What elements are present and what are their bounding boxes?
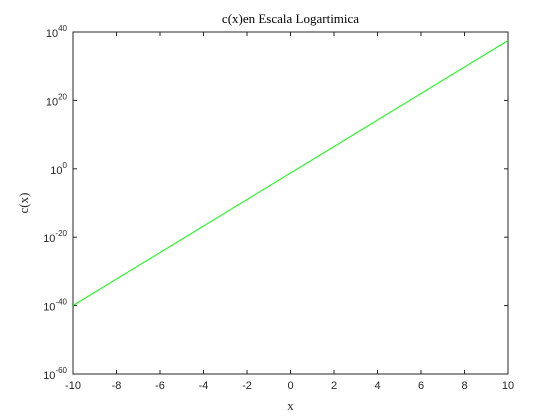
y-tick-label: 1020: [46, 92, 68, 108]
y-tick-exponent: 40: [58, 24, 67, 33]
y-tick-label: 10-20: [43, 229, 67, 245]
y-tick-base: 10: [46, 28, 58, 40]
x-tick-label: 4: [374, 380, 380, 392]
y-tick-exponent: -20: [55, 229, 67, 238]
y-tick-label: 100: [50, 161, 67, 177]
x-tick-label: 2: [331, 380, 337, 392]
data-series: [72, 40, 509, 307]
x-tick-label: -6: [155, 380, 165, 392]
y-tick-base: 10: [46, 96, 58, 108]
plot-area: -10 -8 -6 -4 -2 0 2 4 6 8 10 10-6010-4010-20100102…: [43, 24, 514, 392]
x-tick-label: 8: [461, 380, 467, 392]
y-tick-exponent: 20: [58, 92, 67, 101]
y-tick-exponent: 0: [63, 161, 68, 170]
x-tick-label: 0: [287, 380, 293, 392]
x-tick-label: -2: [242, 380, 252, 392]
x-axis-label: x: [287, 398, 294, 413]
y-tick-label: 1040: [46, 24, 68, 40]
x-tick-label: 6: [418, 380, 424, 392]
y-tick-label: 10-40: [43, 298, 67, 314]
axes-box: [72, 31, 509, 375]
y-tick-base: 10: [43, 233, 55, 245]
y-tick-exponent: -60: [55, 366, 67, 375]
y-tick-base: 10: [43, 370, 55, 382]
y-axis-label: c(x): [16, 193, 31, 214]
y-tick-base: 10: [50, 165, 62, 177]
y-tick-exponent: -40: [55, 298, 67, 307]
chart-title: c(x)en Escala Logartimica: [222, 11, 359, 26]
x-tick-label: -8: [112, 380, 122, 392]
y-tick-label: 10-60: [43, 366, 67, 382]
x-tick-label: -4: [199, 380, 209, 392]
series-line: [72, 40, 509, 307]
x-tick-label: -10: [65, 380, 81, 392]
x-ticks: -10 -8 -6 -4 -2 0 2 4 6 8 10: [65, 32, 514, 392]
y-tick-base: 10: [43, 302, 55, 314]
x-tick-label: 10: [502, 380, 514, 392]
